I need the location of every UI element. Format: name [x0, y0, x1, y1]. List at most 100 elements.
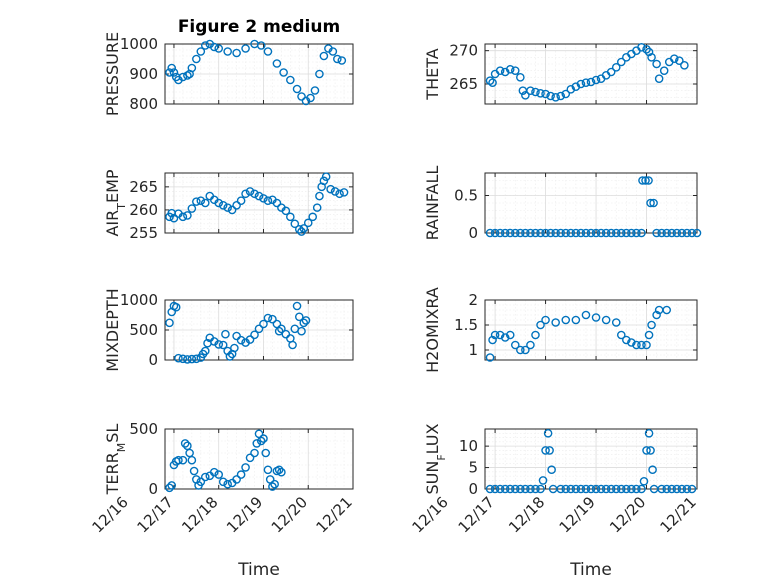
data-point	[319, 51, 329, 61]
data-point	[174, 353, 183, 363]
data-point	[546, 91, 555, 101]
data-point	[596, 484, 606, 494]
data-point	[669, 54, 679, 63]
data-point	[536, 89, 545, 98]
data-point	[521, 484, 530, 494]
y-tick-label: 1000	[120, 35, 158, 53]
data-point	[223, 479, 232, 489]
data-point	[680, 61, 689, 70]
data-point	[510, 228, 520, 238]
data-point	[586, 77, 596, 87]
data-point	[339, 188, 349, 197]
data-point	[531, 484, 540, 494]
data-point	[637, 340, 646, 350]
data-point	[622, 228, 631, 238]
data-point	[254, 191, 264, 201]
data-point	[259, 434, 268, 443]
data-point	[315, 69, 324, 79]
y-tick-label: 0	[468, 224, 478, 242]
data-point	[647, 320, 656, 330]
data-point	[692, 228, 702, 238]
x-axis-label: Time	[569, 560, 612, 580]
data-point	[642, 45, 651, 54]
data-point	[632, 484, 641, 494]
data-point	[611, 228, 621, 238]
subplot-rainfall: 0 0.5 RAINFALL	[423, 166, 702, 242]
data-point	[644, 330, 654, 340]
data-point	[596, 228, 606, 238]
data-point	[245, 453, 255, 463]
x-tick-label: 12/21	[313, 493, 356, 536]
data-point	[531, 228, 540, 238]
y-axis-label: TERRMSL	[103, 424, 128, 496]
data-point	[622, 484, 631, 494]
data-point	[245, 335, 255, 344]
data-point	[241, 189, 250, 199]
data-point	[192, 54, 201, 64]
data-point	[516, 228, 525, 238]
data-point	[556, 91, 566, 101]
data-point	[236, 470, 246, 479]
data-point	[279, 68, 288, 77]
data-point	[187, 354, 197, 364]
data-point	[571, 228, 581, 238]
data-point	[505, 228, 515, 238]
data-point	[687, 228, 697, 238]
x-tick-label: 12/17	[133, 493, 176, 536]
data-point	[627, 228, 636, 238]
data-point	[192, 354, 201, 364]
data-point	[505, 65, 515, 74]
data-point	[306, 93, 315, 103]
data-point	[268, 314, 277, 324]
y-tick-label: 0.5	[454, 187, 478, 205]
data-point	[236, 335, 246, 345]
data-point	[591, 228, 601, 238]
subplot-h2omixra: 1 1.5 2 H2OMIXRA	[423, 287, 698, 373]
data-point	[200, 472, 210, 482]
y-tick-label: 10	[459, 437, 478, 455]
data-point	[263, 313, 273, 323]
data-point	[531, 87, 540, 97]
y-axis-label: PRESSURE	[103, 32, 122, 116]
data-point	[259, 319, 268, 329]
x-tick-label: 12/21	[657, 493, 700, 536]
data-point	[183, 355, 192, 364]
data-point	[675, 56, 684, 65]
data-point	[646, 198, 655, 208]
data-point	[272, 198, 282, 208]
data-point	[178, 354, 188, 364]
data-point	[223, 203, 232, 212]
data-point	[488, 78, 497, 87]
axis-box	[484, 43, 698, 105]
x-tick-label: 12/17	[455, 493, 498, 536]
y-tick-label: 500	[129, 321, 158, 339]
x-tick-label: 12/18	[178, 493, 221, 536]
data-point	[581, 310, 591, 320]
data-point	[218, 477, 228, 487]
data-point	[521, 345, 530, 355]
data-point	[169, 213, 179, 223]
y-tick-label: 255	[129, 224, 158, 242]
data-point	[232, 201, 241, 210]
data-point	[662, 228, 672, 238]
data-point	[232, 475, 241, 484]
data-point	[616, 484, 626, 494]
data-point	[319, 176, 329, 186]
data-point	[178, 72, 188, 82]
figure-title: Figure 2 medium	[178, 17, 340, 37]
y-axis-label: SUNFLUX	[423, 423, 448, 494]
data-point	[586, 228, 596, 238]
y-tick-label: 0	[148, 480, 158, 498]
data-point	[236, 196, 246, 205]
x-tick-label: 12/19	[556, 493, 599, 536]
data-point	[662, 305, 672, 315]
data-point	[485, 228, 495, 238]
data-point	[667, 484, 677, 494]
data-point	[606, 484, 616, 494]
data-point	[505, 484, 515, 494]
data-point	[536, 228, 545, 238]
data-point	[657, 484, 666, 494]
data-point	[637, 43, 646, 52]
data-point	[335, 189, 344, 199]
data-point	[500, 333, 510, 342]
